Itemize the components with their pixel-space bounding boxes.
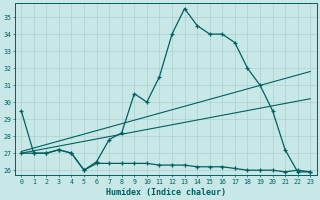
X-axis label: Humidex (Indice chaleur): Humidex (Indice chaleur) [106,188,226,197]
